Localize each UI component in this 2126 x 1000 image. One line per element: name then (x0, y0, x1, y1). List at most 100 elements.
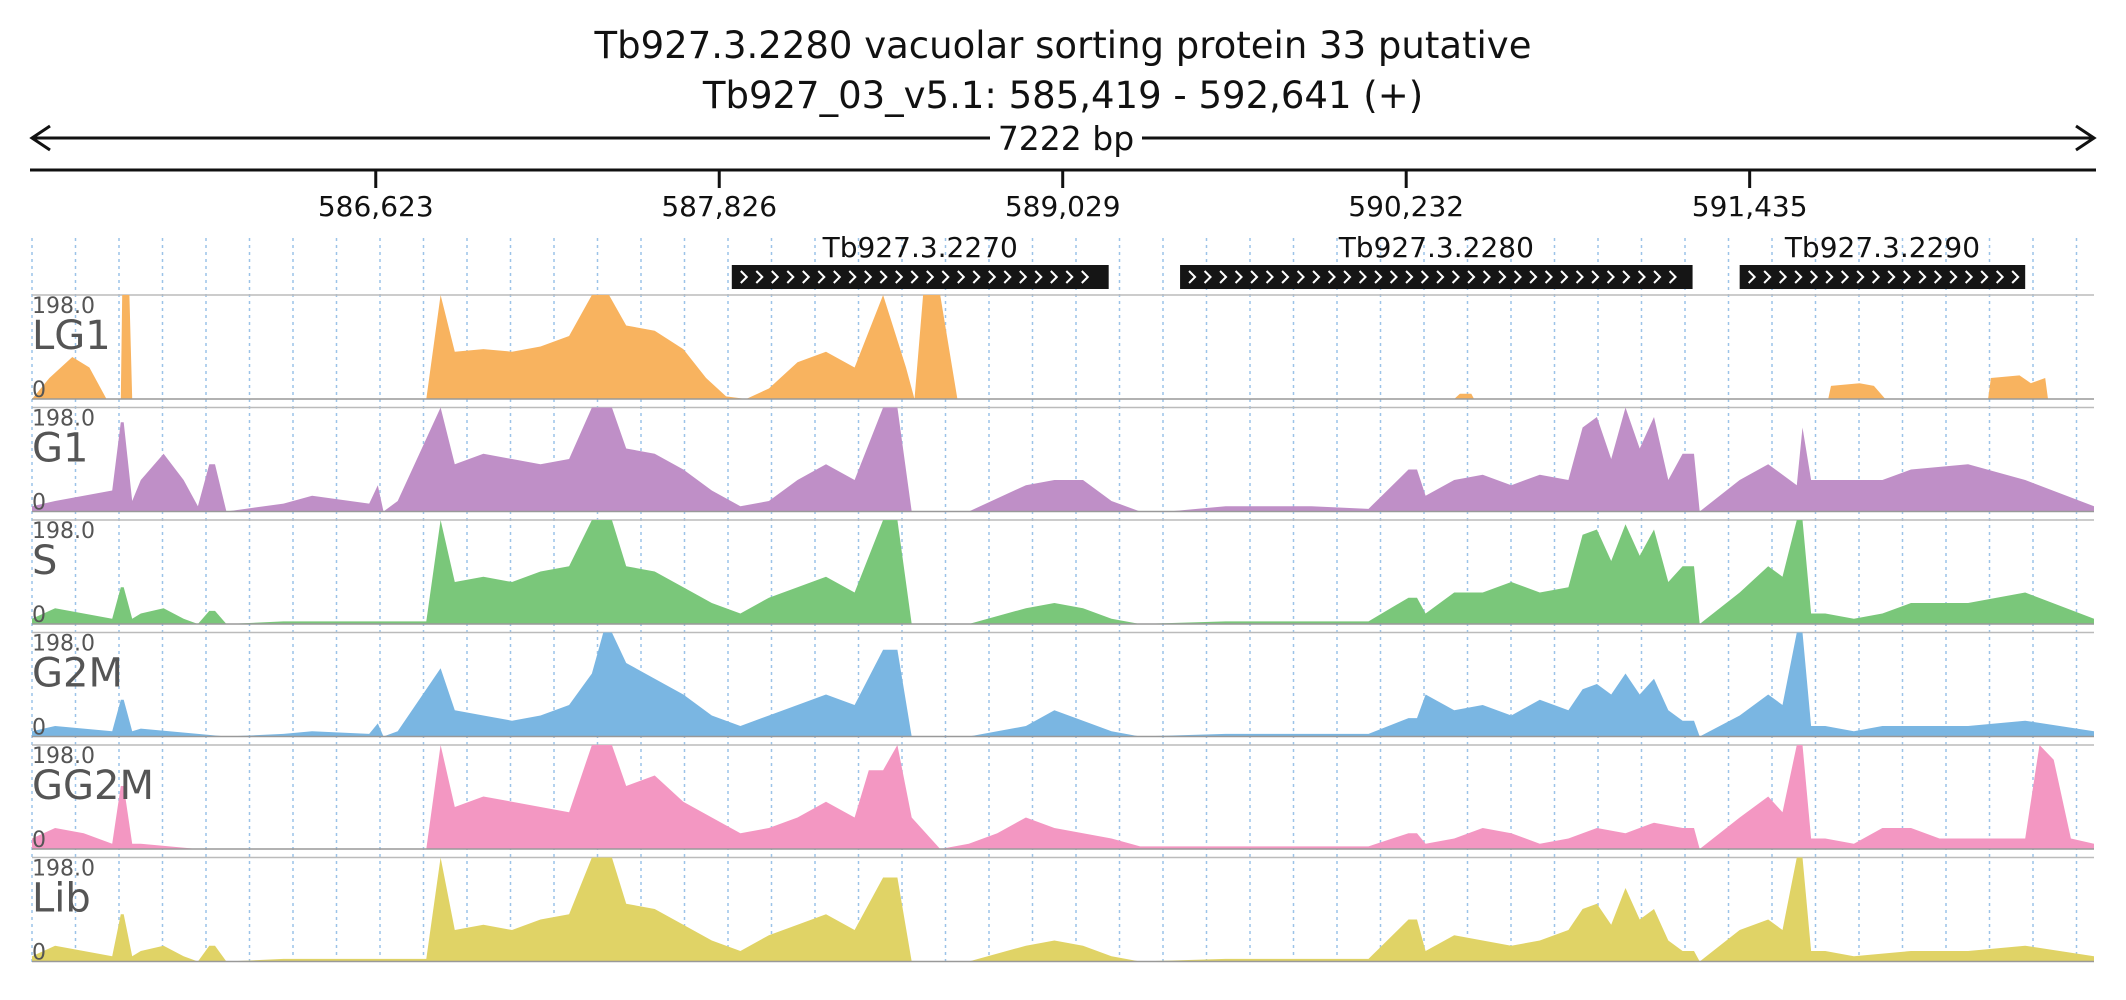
strand-arrow (941, 270, 950, 284)
track-name: LG1 (32, 313, 111, 359)
gene-label: Tb927.3.2270 (822, 231, 1018, 264)
strand-arrow (1081, 270, 1090, 284)
strand-arrow (1343, 270, 1352, 284)
track-s: 198.0 0 S (32, 519, 2094, 628)
strand-arrow (1980, 270, 1989, 284)
coverage-area (32, 520, 2094, 624)
coverage-area (32, 295, 2094, 399)
strand-arrow (802, 270, 811, 284)
strand-arrow (1296, 270, 1305, 284)
coverage-area (32, 745, 2094, 849)
gene-annotations: Tb927.3.2270 Tb927.3.2280 Tb927.3.2290 (731, 231, 2026, 289)
strand-arrow (1763, 270, 1772, 284)
strand-arrow (1513, 270, 1522, 284)
strand-arrow (1778, 270, 1788, 284)
strand-arrow (771, 270, 780, 284)
strand-arrow (1467, 270, 1476, 284)
strand-arrow (1405, 270, 1414, 284)
track-g1: 198.0 0 G1 (32, 407, 2094, 516)
gene-feature (1739, 265, 2026, 289)
track-lg1: 198.0 0 LG1 (32, 294, 2094, 403)
strand-arrow (957, 270, 966, 284)
strand-arrow (1265, 270, 1274, 284)
strand-arrow (1825, 270, 1834, 284)
track-name: S (32, 538, 57, 584)
strand-arrow (1622, 270, 1631, 284)
track-min-label: 0 (32, 828, 46, 853)
x-tick-label: 590,232 (1348, 190, 1464, 223)
track-max-label: 198.0 (32, 632, 95, 657)
strand-arrow (1637, 270, 1646, 284)
strand-arrow (1964, 270, 1974, 284)
strand-arrow (1188, 270, 1197, 284)
track-max-label: 198.0 (32, 407, 95, 432)
strand-arrow (1327, 270, 1336, 284)
strand-arrow (864, 270, 873, 284)
strand-arrow (1281, 270, 1290, 284)
track-g2m: 198.0 0 G2M (32, 632, 2094, 741)
strand-arrow (1918, 270, 1927, 284)
strand-arrow (1871, 270, 1881, 284)
gene-label: Tb927.3.2280 (1338, 231, 1534, 264)
track-name: GG2M (32, 763, 154, 809)
chart-title: Tb927.3.2280 vacuolar sorting protein 33… (594, 24, 1532, 67)
track-min-label: 0 (32, 941, 46, 966)
track-lib: 198.0 0 Lib (32, 857, 2094, 966)
strand-arrow (1560, 270, 1569, 284)
x-tick-label: 591,435 (1692, 190, 1808, 223)
track-min-label: 0 (32, 491, 46, 516)
track-gg2m: 198.0 0 GG2M (32, 744, 2094, 853)
track-name: G1 (32, 426, 88, 472)
strand-arrow (817, 270, 826, 284)
strand-arrow (1451, 270, 1460, 284)
strand-arrow (1498, 270, 1507, 284)
coverage-area (32, 857, 2094, 962)
strand-arrow (1747, 270, 1757, 284)
strand-arrow (895, 270, 904, 284)
strand-arrow (1529, 270, 1538, 284)
strand-arrow (1668, 270, 1677, 284)
track-name: G2M (32, 651, 123, 697)
x-tick-label: 589,029 (1005, 190, 1121, 223)
strand-arrow (1575, 270, 1584, 284)
strand-arrow (1606, 270, 1615, 284)
strand-arrow (910, 270, 919, 284)
strand-arrow (1436, 270, 1445, 284)
strand-arrow (740, 270, 749, 284)
coverage-area (32, 407, 2094, 512)
strand-arrow (1887, 270, 1896, 284)
coverage-area (32, 632, 2094, 737)
x-tick-label: 587,826 (661, 190, 777, 223)
strand-arrow (1591, 270, 1600, 284)
strand-arrow (988, 270, 997, 284)
track-min-label: 0 (32, 716, 46, 741)
strand-arrow (972, 270, 981, 284)
strand-arrow (1544, 270, 1553, 284)
strand-arrow (1995, 270, 2005, 284)
strand-arrow (1794, 270, 1803, 284)
strand-arrow (2011, 270, 2020, 284)
track-max-label: 198.0 (32, 857, 95, 882)
strand-arrow (1949, 270, 1958, 284)
strand-arrow (1003, 270, 1012, 284)
strand-arrow (1065, 270, 1074, 284)
track-max-label: 198.0 (32, 294, 95, 319)
strand-arrow (1203, 270, 1212, 284)
strand-arrow (1840, 270, 1850, 284)
chart-subtitle: Tb927_03_v5.1: 585,419 - 592,641 (+) (702, 74, 1423, 117)
span-length-label: 7222 bp (998, 119, 1134, 158)
coverage-tracks: 198.00LG1198.00G1198.00S198.00G2M198.00G… (32, 294, 2094, 966)
track-min-label: 0 (32, 603, 46, 628)
strand-arrow (1312, 270, 1321, 284)
strand-arrow (1933, 270, 1943, 284)
strand-arrow (1050, 270, 1059, 284)
track-max-label: 198.0 (32, 744, 95, 769)
strand-arrow (786, 270, 795, 284)
x-axis-ticks: 586,623 587,826 589,029 590,232 591,435 (318, 170, 1808, 223)
strand-arrow (1019, 270, 1028, 284)
strand-arrow (1389, 270, 1398, 284)
gene-feature (731, 265, 1109, 289)
strand-arrow (1358, 270, 1367, 284)
strand-arrow (1250, 270, 1259, 284)
